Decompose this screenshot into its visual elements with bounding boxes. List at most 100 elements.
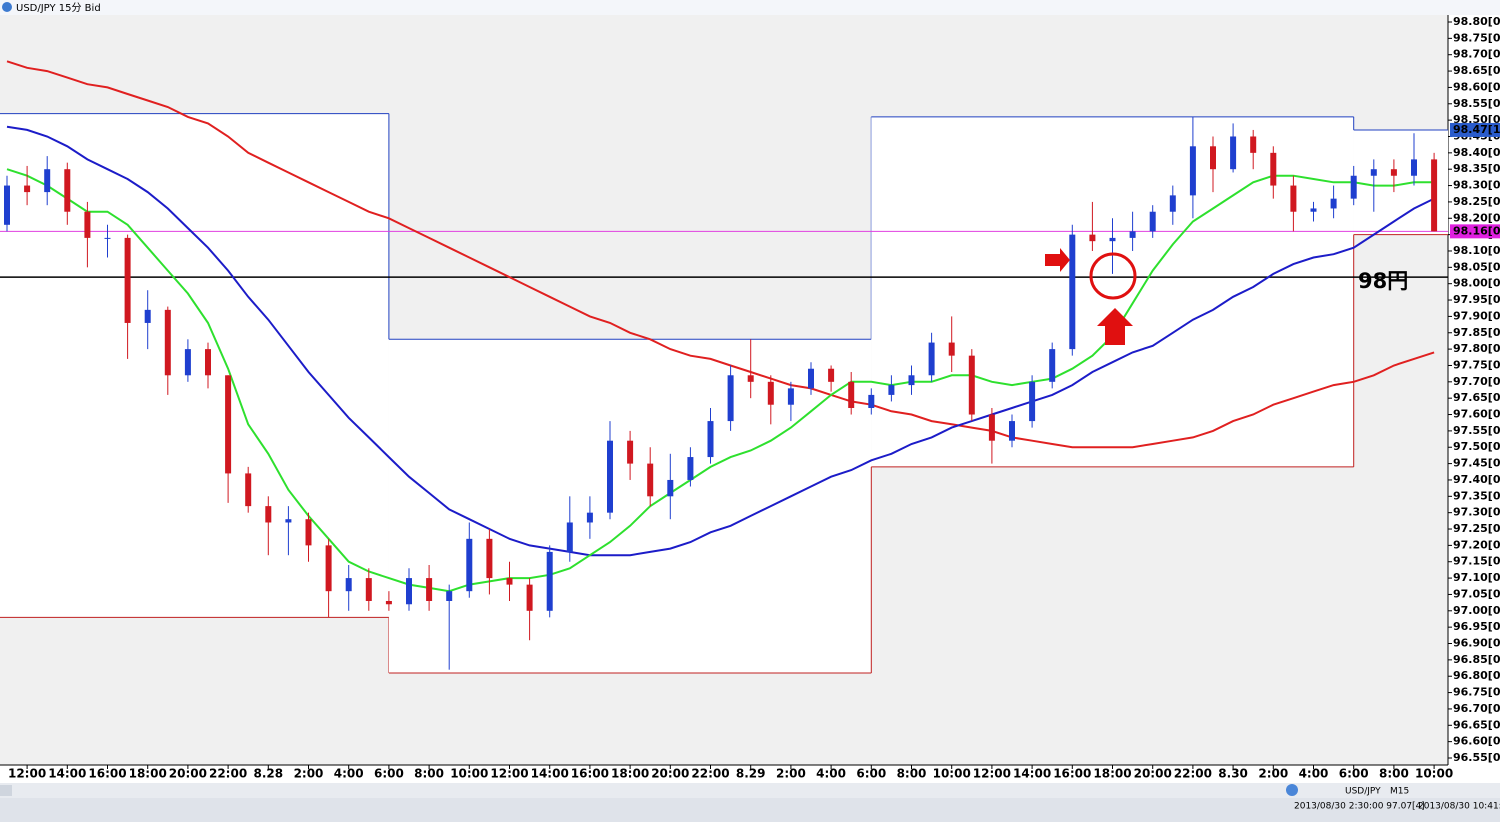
- annotations: [1045, 248, 1137, 345]
- candle-body: [385, 600, 392, 605]
- candle-body: [466, 538, 473, 592]
- range-box: [388, 339, 872, 673]
- candle-body: [1290, 185, 1297, 212]
- x-tick-label: 8:00: [414, 767, 444, 781]
- x-tick-label: 4:00: [334, 767, 364, 781]
- candle-body: [144, 309, 151, 323]
- candle-body: [205, 349, 211, 376]
- candle-body: [1390, 169, 1397, 176]
- price-axis: [1448, 15, 1500, 765]
- candle-body: [566, 522, 573, 552]
- x-tick-label: 8.29: [736, 767, 766, 781]
- scroll-bar[interactable]: [0, 783, 1500, 798]
- y-tick-label: 97.00[0]: [1453, 604, 1500, 617]
- x-tick-label: 8:00: [897, 767, 927, 781]
- price-tag: [1450, 224, 1500, 239]
- candle-body: [607, 440, 613, 513]
- candle-body: [767, 381, 774, 405]
- candle-body: [1270, 152, 1277, 186]
- y-tick-label: 97.10[0]: [1453, 571, 1500, 584]
- candle-body: [667, 479, 674, 497]
- candle-body: [928, 342, 935, 376]
- y-tick-label: 98.80[0]: [1453, 15, 1500, 28]
- price-tag: [1450, 122, 1500, 137]
- x-tick-label: 10:00: [933, 767, 971, 781]
- candle-body: [1310, 208, 1317, 212]
- candle-body: [1250, 136, 1257, 153]
- candle-body: [707, 421, 714, 458]
- candle-body: [727, 375, 734, 422]
- candle-body: [848, 381, 855, 408]
- candle-body: [406, 578, 412, 605]
- x-tick-label: 22:00: [209, 767, 247, 781]
- x-tick-label: 4:00: [1299, 767, 1329, 781]
- y-tick-label: 98.60[0]: [1453, 80, 1500, 93]
- candle-body: [285, 519, 292, 523]
- x-tick-label: 20:00: [651, 767, 689, 781]
- status-symbol[interactable]: USD/JPY: [1345, 787, 1381, 797]
- candle-body: [124, 237, 131, 323]
- status-timeframe[interactable]: M15: [1390, 787, 1409, 797]
- candle-body: [828, 368, 835, 382]
- x-tick-label: 22:00: [691, 767, 729, 781]
- y-tick-label: 96.60[0]: [1453, 735, 1500, 748]
- candle-body: [225, 375, 232, 474]
- candle-body: [526, 584, 533, 611]
- y-tick-label: 97.90[0]: [1453, 309, 1500, 322]
- y-tick-label: 96.70[0]: [1453, 702, 1500, 715]
- candle-body: [1411, 159, 1417, 176]
- y-tick-label: 98.50[0]: [1453, 113, 1500, 126]
- y-tick-label: 96.75[0]: [1453, 686, 1500, 699]
- candle-body: [1029, 381, 1036, 422]
- y-tick-label: 97.65[0]: [1453, 391, 1500, 404]
- candle-body: [245, 473, 252, 507]
- status-cursor: 2013/08/30 2:30:00 97.07[4]: [1294, 802, 1425, 812]
- x-tick-label: 10:00: [1415, 767, 1453, 781]
- candle-body: [1189, 146, 1196, 196]
- candle-body: [426, 578, 433, 601]
- candle-body: [1129, 231, 1136, 238]
- candle-body: [345, 578, 352, 592]
- y-tick-label: 97.85[0]: [1453, 326, 1500, 339]
- candle-body: [1049, 349, 1056, 382]
- candle-body: [1069, 234, 1076, 350]
- candle-body: [1230, 136, 1237, 170]
- candle-body: [1431, 159, 1438, 232]
- candle-body: [265, 506, 272, 523]
- y-tick-label: 97.25[0]: [1453, 522, 1500, 535]
- candle-body: [948, 342, 955, 356]
- y-tick-label: 97.95[0]: [1453, 293, 1500, 306]
- candle-body: [184, 349, 191, 376]
- y-tick-label: 97.45[0]: [1453, 457, 1500, 470]
- y-tick-label: 97.60[0]: [1453, 408, 1500, 421]
- y-tick-label: 96.65[0]: [1453, 718, 1500, 731]
- x-tick-label: 4:00: [816, 767, 846, 781]
- y-tick-label: 97.15[0]: [1453, 555, 1500, 568]
- window-title: USD/JPY 15分 Bid: [16, 2, 101, 14]
- y-tick-label: 98.40[0]: [1453, 146, 1500, 159]
- candle-body: [1089, 234, 1096, 242]
- y-tick-label: 98.70[0]: [1453, 48, 1500, 61]
- candle-body: [506, 578, 513, 585]
- circle-annotation: [1089, 252, 1137, 300]
- x-tick-label: 22:00: [1174, 767, 1212, 781]
- x-tick-label: 20:00: [169, 767, 207, 781]
- y-tick-label: 98.55[0]: [1453, 97, 1500, 110]
- x-tick-label: 2:00: [1258, 767, 1288, 781]
- y-tick-label: 97.40[0]: [1453, 473, 1500, 486]
- candle-body: [365, 578, 372, 601]
- status-bar: [0, 798, 1500, 818]
- price-tag-label: 98.47[1]: [1453, 123, 1500, 136]
- candle-body: [647, 463, 654, 497]
- y-tick-label: 96.55[0]: [1453, 751, 1500, 764]
- candle-body: [627, 440, 634, 464]
- y-tick-label: 98.35[0]: [1453, 162, 1500, 175]
- y-tick-label: 98.10[0]: [1453, 244, 1500, 257]
- candle-body: [4, 185, 10, 225]
- y-tick-label: 98.30[0]: [1453, 179, 1500, 192]
- tab-button[interactable]: [0, 785, 12, 796]
- candle-body: [868, 394, 875, 408]
- y-tick-label: 97.75[0]: [1453, 358, 1500, 371]
- candle-body: [687, 457, 694, 480]
